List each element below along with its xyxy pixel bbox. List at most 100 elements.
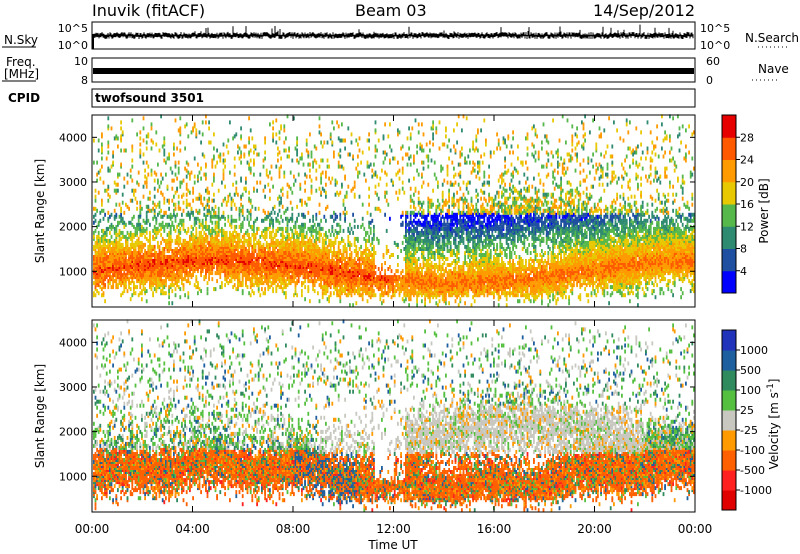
power-cell — [369, 251, 372, 255]
power-cell — [97, 255, 100, 259]
power-cell — [395, 275, 398, 280]
power-cell — [105, 251, 108, 255]
power-cell — [123, 176, 126, 181]
power-cell — [352, 259, 354, 263]
power-cell — [97, 138, 100, 143]
power-cell — [297, 232, 300, 237]
power-cell — [301, 269, 303, 274]
power-cell — [224, 196, 226, 201]
power-cell — [278, 166, 281, 171]
power-cell — [169, 224, 172, 229]
power-cell — [299, 269, 302, 274]
power-cell — [277, 212, 279, 217]
power-cell — [232, 247, 234, 251]
power-cell — [195, 220, 198, 225]
power-cell — [315, 234, 318, 239]
power-cell — [309, 269, 311, 274]
power-cell — [133, 242, 135, 247]
power-cell — [408, 178, 410, 183]
power-cell — [315, 188, 318, 193]
power-cell — [137, 170, 140, 175]
power-cell — [169, 166, 172, 171]
power-cell — [277, 158, 279, 163]
power-cell — [321, 244, 324, 249]
power-cell — [331, 214, 334, 219]
power-cell — [336, 214, 338, 219]
power-cell — [145, 180, 148, 185]
power-cell — [408, 257, 410, 261]
power-cell — [374, 128, 377, 133]
power-cell — [150, 168, 153, 173]
power-cell — [294, 275, 297, 280]
power-cell — [248, 210, 250, 215]
power-cell — [129, 297, 132, 302]
power-cell — [390, 148, 393, 153]
power-cell — [293, 232, 295, 237]
power-cell — [225, 200, 228, 205]
power-cell — [352, 303, 354, 308]
power-cell — [147, 164, 150, 169]
power-cell — [333, 269, 335, 274]
power-cell — [139, 232, 142, 237]
power-cell — [139, 148, 142, 153]
power-cell — [262, 269, 265, 274]
power-cell — [333, 240, 335, 245]
power-cell — [118, 242, 121, 247]
power-cell — [318, 299, 321, 304]
power-cell — [385, 291, 388, 296]
power-cell — [325, 206, 327, 211]
power-cell — [373, 232, 375, 237]
power-cell — [238, 232, 241, 237]
power-cell — [145, 236, 148, 241]
power-cell — [171, 198, 174, 203]
power-cell — [216, 148, 218, 153]
power-cell — [205, 220, 207, 225]
power-cell — [358, 261, 361, 265]
power-cell — [363, 236, 366, 241]
power-cell — [297, 172, 300, 177]
power-cell — [304, 222, 306, 227]
power-cell — [248, 136, 250, 141]
power-cell — [174, 206, 177, 211]
power-cell — [123, 234, 126, 239]
power-cell — [321, 158, 324, 163]
power-cell — [270, 210, 273, 215]
power-cell — [241, 224, 244, 229]
power-cell — [112, 224, 114, 229]
power-cell — [344, 216, 346, 221]
power-cell — [168, 156, 170, 161]
power-cell — [403, 190, 406, 195]
power-cell — [160, 226, 162, 231]
power-cell — [403, 257, 406, 261]
power-cell — [353, 267, 356, 271]
power-cell — [281, 287, 284, 292]
power-cell — [181, 180, 183, 185]
power-cell — [352, 212, 354, 217]
power-cell — [278, 208, 281, 213]
power-cell — [171, 249, 174, 253]
power-cell — [118, 202, 121, 207]
power-cell — [107, 255, 110, 259]
power-cell — [125, 238, 127, 243]
power-cell — [384, 261, 386, 265]
power-cell — [273, 269, 276, 274]
power-cell — [158, 244, 161, 249]
power-cell — [216, 220, 218, 225]
power-cell — [353, 192, 356, 197]
power-cell — [173, 208, 175, 213]
power-cell — [285, 295, 287, 300]
power-cell — [299, 230, 302, 235]
power-cell — [368, 269, 370, 274]
power-cell — [339, 164, 342, 169]
power-cell — [157, 162, 159, 167]
power-cell — [254, 232, 257, 237]
power-cell — [209, 218, 212, 223]
power-cell — [203, 196, 206, 201]
power-cell — [283, 234, 286, 239]
power-cell — [110, 247, 113, 251]
power-cell — [277, 226, 279, 231]
power-cell — [406, 136, 409, 141]
power-cell — [105, 255, 108, 259]
power-cell — [349, 247, 351, 251]
power-cell — [321, 285, 324, 290]
